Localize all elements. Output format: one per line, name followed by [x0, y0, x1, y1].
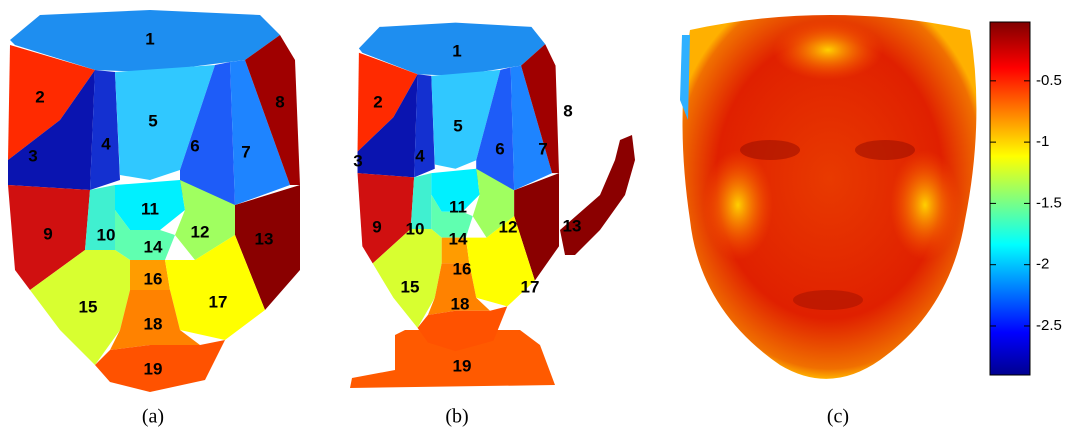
- region-label: 8: [275, 92, 284, 111]
- region-label: 12: [499, 217, 518, 236]
- region-label: 12: [191, 222, 210, 241]
- panel-c: -0.5 -1 -1.5 -2 -2.5: [680, 15, 1062, 379]
- region-label: 9: [372, 217, 381, 236]
- region-label: 16: [144, 269, 163, 288]
- region-label: 10: [406, 219, 425, 238]
- figure: 12345678910111213141516171819 1234567891…: [0, 0, 1090, 438]
- mouth-shadow: [793, 290, 863, 310]
- region-label: 2: [35, 87, 44, 106]
- region-label: 17: [521, 277, 540, 296]
- cheek-glow: [703, 150, 773, 260]
- face-region: [90, 70, 120, 190]
- colorbar-tick-label: -1.5: [1036, 194, 1062, 211]
- region-label: 19: [453, 356, 472, 375]
- eye-shadow: [740, 140, 800, 160]
- ear-region: [560, 135, 635, 255]
- region-label: 9: [43, 224, 52, 243]
- region-label: 4: [415, 146, 425, 165]
- region-label: 7: [241, 142, 250, 161]
- region-label: 4: [101, 134, 111, 153]
- caption: (a): [142, 406, 164, 428]
- colorbar-tick-label: -0.5: [1036, 72, 1062, 89]
- region-label: 13: [563, 216, 582, 235]
- region-label: 15: [79, 297, 98, 316]
- caption: (b): [445, 406, 468, 428]
- region-label: 18: [144, 314, 163, 333]
- region-label: 3: [353, 151, 362, 170]
- region-label: 14: [144, 237, 163, 256]
- region-label: 8: [563, 101, 572, 120]
- colorbar-tick-label: -2.5: [1036, 317, 1062, 334]
- region-label: 7: [538, 139, 547, 158]
- region-label: 6: [495, 139, 504, 158]
- colorbar-tick-label: -1: [1036, 133, 1049, 150]
- eye-shadow: [855, 140, 915, 160]
- region-label: 6: [190, 136, 199, 155]
- region-label: 19: [144, 359, 163, 378]
- region-label: 11: [449, 197, 467, 216]
- colorbar-tick-label: -2: [1036, 256, 1049, 273]
- region-label: 15: [401, 277, 420, 296]
- region-label: 1: [452, 41, 461, 60]
- region-label: 17: [209, 292, 228, 311]
- colorbar: [990, 22, 1030, 375]
- region-label: 14: [449, 229, 468, 248]
- caption: (c): [827, 406, 849, 428]
- region-label: 11: [141, 199, 159, 218]
- region-label: 1: [145, 29, 154, 48]
- cheek-glow: [890, 150, 960, 260]
- forehead-glow: [773, 20, 883, 80]
- region-label: 16: [453, 259, 472, 278]
- region-label: 5: [453, 116, 462, 135]
- region-label: 10: [97, 225, 116, 244]
- region-label: 2: [373, 92, 382, 111]
- region-label: 13: [255, 229, 274, 248]
- region-label: 3: [28, 146, 37, 165]
- region-label: 18: [451, 294, 470, 313]
- region-label: 5: [148, 111, 157, 130]
